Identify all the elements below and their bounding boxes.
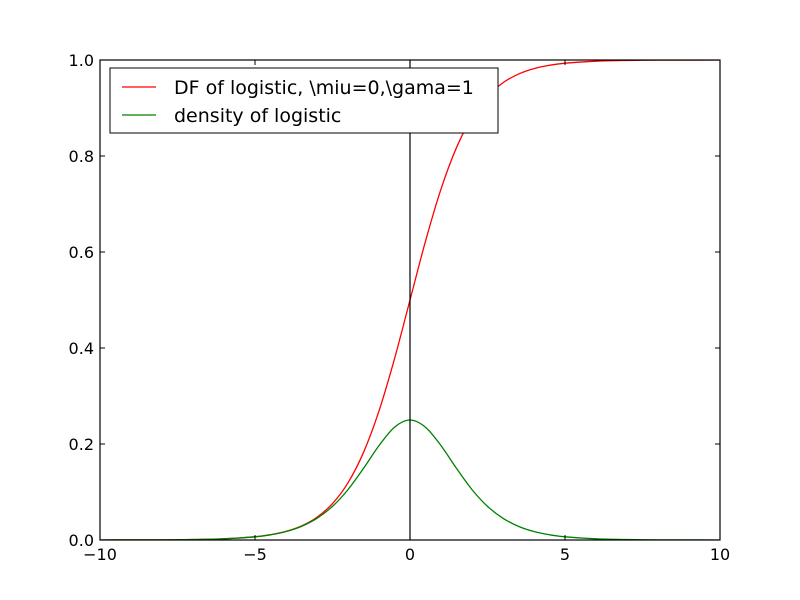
- y-tick-label-2: 0.4: [69, 339, 94, 358]
- x-tick-label-1: −5: [243, 545, 267, 564]
- x-tick-label-2: 0: [405, 545, 415, 564]
- x-tick-label-3: 5: [560, 545, 570, 564]
- x-tick-label-4: 10: [710, 545, 730, 564]
- legend-entries: DF of logistic, \miu=0,\gama=1 density of…: [122, 77, 474, 127]
- legend-label-0: DF of logistic, \miu=0,\gama=1: [174, 77, 474, 99]
- ticks-layer: −10 −5 0 5 10 0.0 0.2 0.4 0.6 0.8 1.0: [69, 51, 731, 564]
- legend-box: [109, 67, 499, 134]
- y-tick-label-0: 0.0: [69, 531, 94, 550]
- legend: DF of logistic, \miu=0,\gama=1 density of…: [109, 67, 499, 134]
- y-tick-label-1: 0.2: [69, 435, 94, 454]
- y-tick-label-3: 0.6: [69, 243, 94, 262]
- y-tick-label-4: 0.8: [69, 147, 94, 166]
- y-tick-label-5: 1.0: [69, 51, 94, 70]
- legend-label-1: density of logistic: [174, 105, 341, 127]
- x-tick-label-0: −10: [83, 545, 117, 564]
